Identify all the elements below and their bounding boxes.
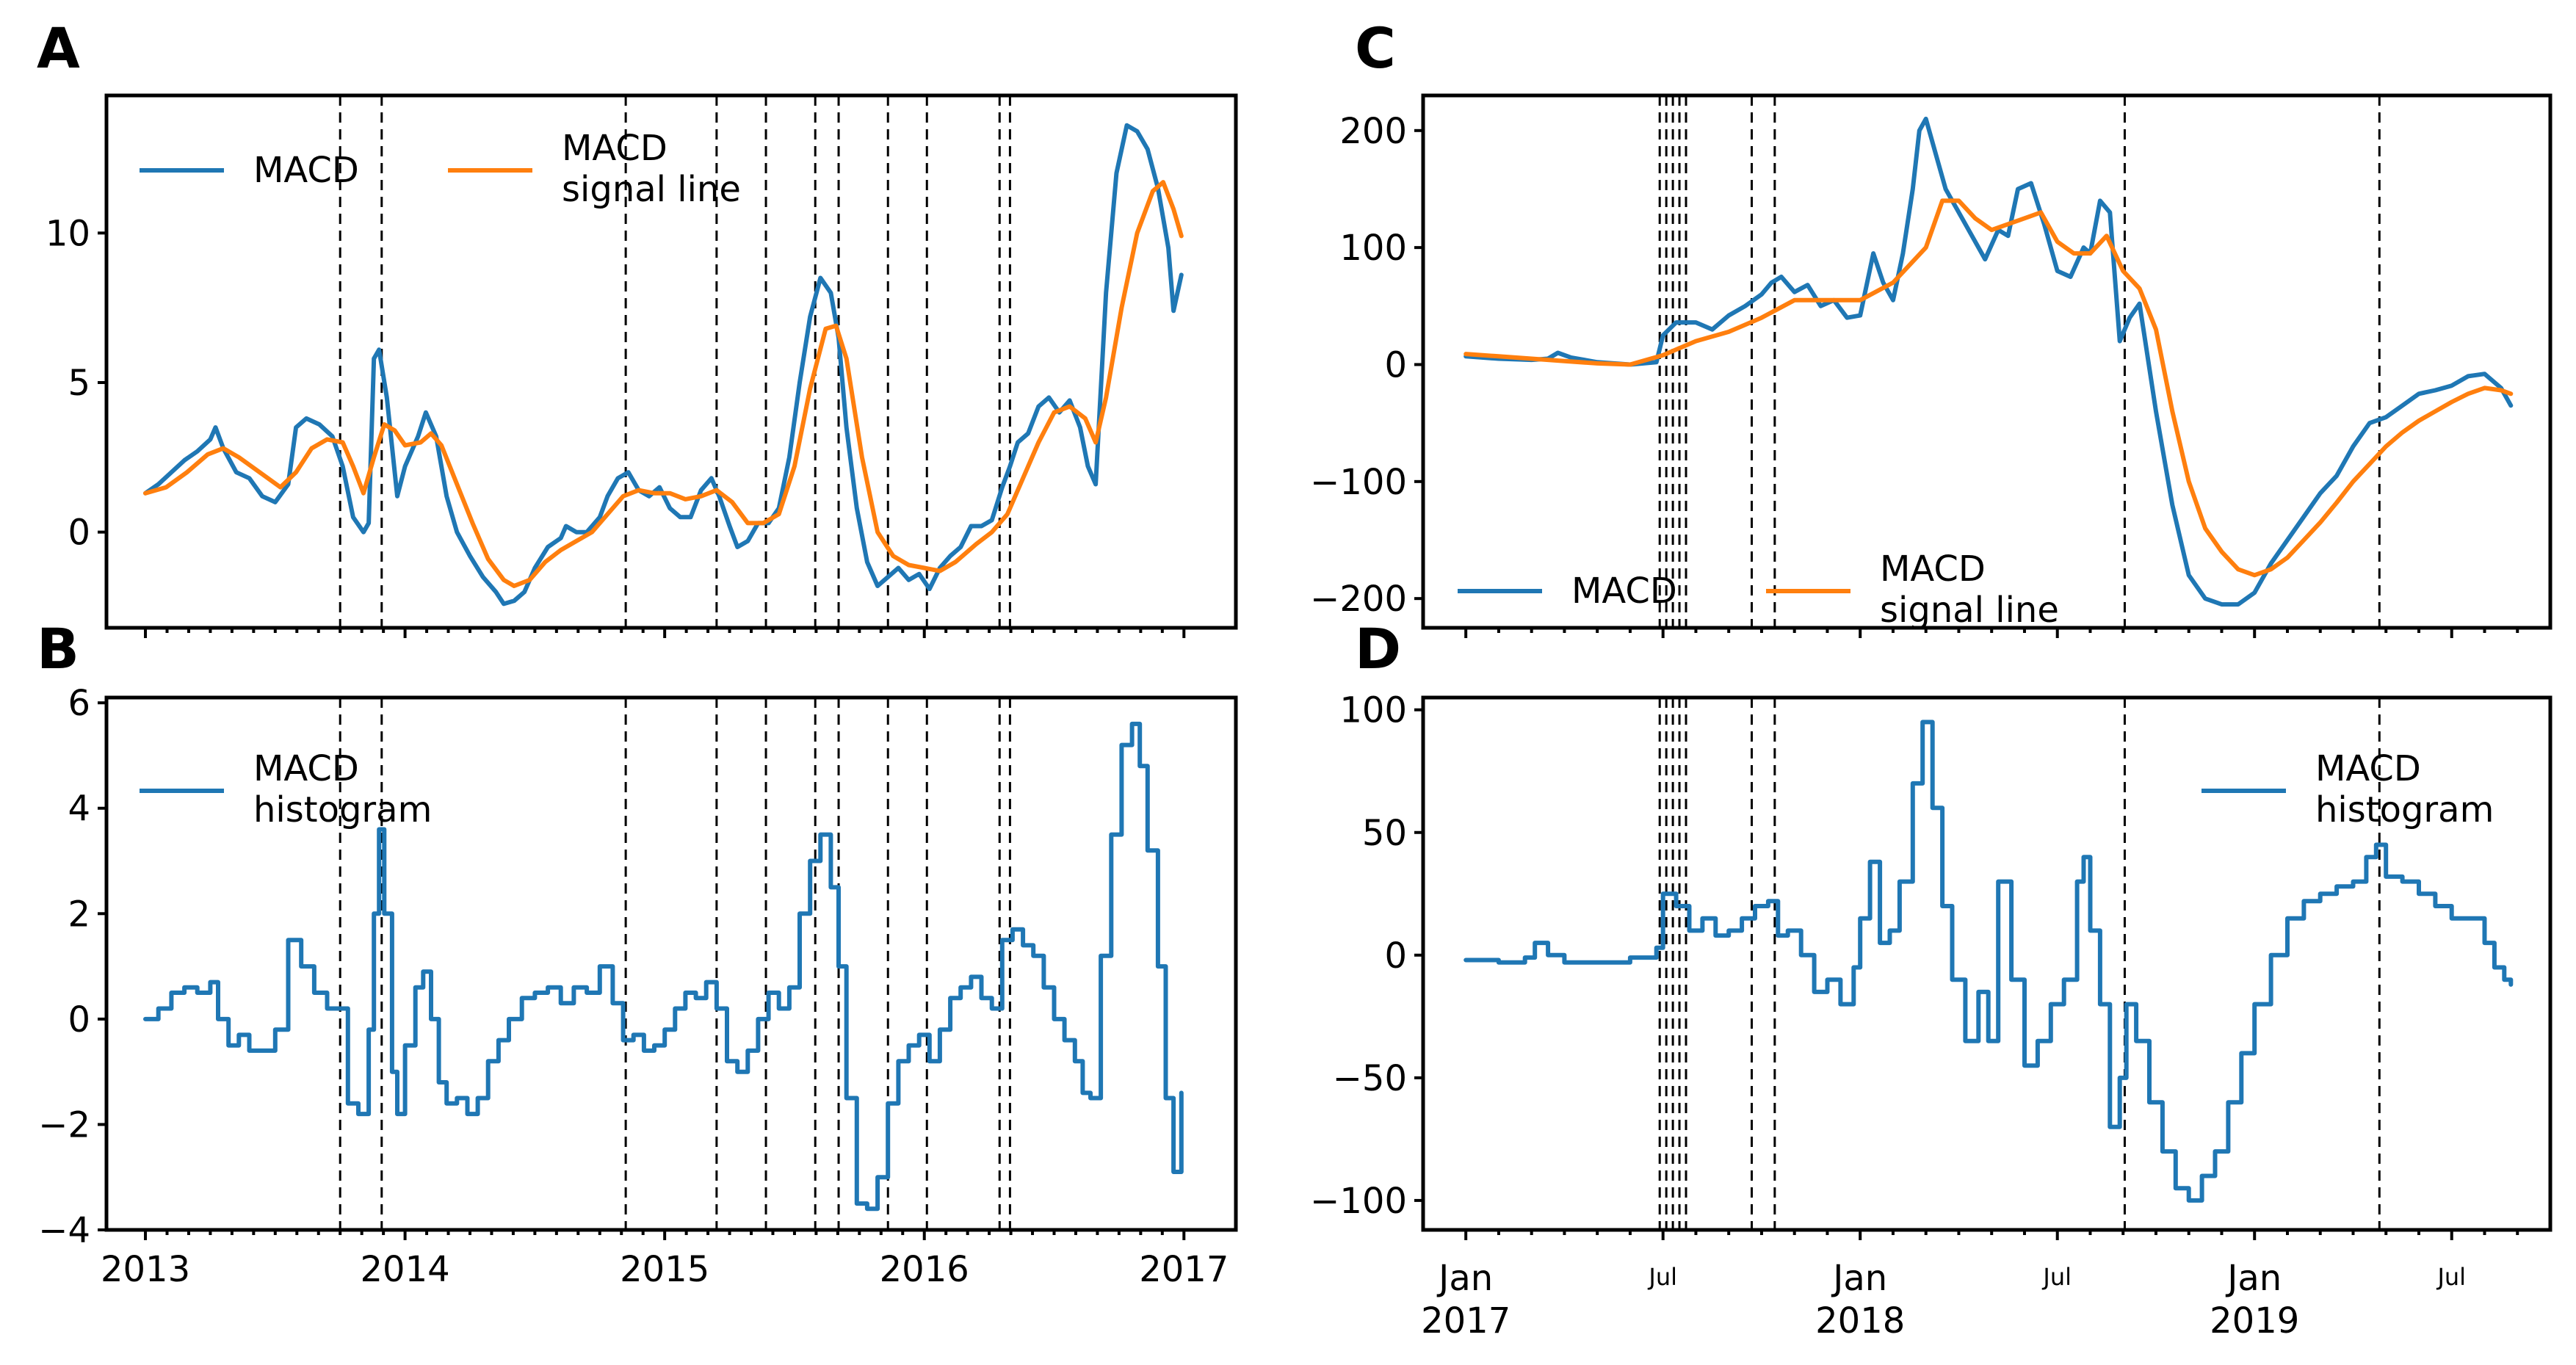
series-macd-a — [143, 123, 1184, 607]
ytick-label-b-3: 2 — [68, 894, 90, 935]
xtick-label-d-5-0: Jul — [2436, 1263, 2466, 1291]
ytick-label-a-0: 0 — [68, 513, 90, 554]
axis-frame-d — [1421, 695, 2553, 1232]
ytick-label-b-5: 6 — [68, 683, 90, 724]
series-macd-signal-line-a — [143, 180, 1184, 588]
xtick-label-d-2-1: 2018 — [1815, 1300, 1905, 1342]
ytick-label-d-3: 50 — [1362, 813, 1407, 854]
xtick-label-d-4-0: Jan — [2225, 1258, 2282, 1299]
ytick-label-b-0: −4 — [38, 1210, 90, 1251]
xtick-label-d-1-0: Jul — [1647, 1263, 1677, 1291]
xtick-label-b-0: 2013 — [101, 1249, 190, 1290]
legend-a: MACD MACD signal line — [140, 128, 741, 210]
ytick-label-c-3: 100 — [1339, 228, 1407, 269]
xtick-label-d-4-1: 2019 — [2210, 1300, 2299, 1342]
panel-c: C −200 −100 0 100 200 MACD MACD signal line — [1310, 15, 2553, 638]
series-macd-signal-line-c — [1464, 198, 2514, 578]
xtick-label-b-2: 2015 — [620, 1249, 709, 1290]
legend-label-a-1: MACD signal line — [562, 128, 741, 210]
panel-b: B −4 −2 0 2 4 6 2013 2014 2015 2016 2017 MACD histog… — [37, 616, 1238, 1290]
xtick-label-d-3-0: Jul — [2041, 1263, 2072, 1291]
panel-label-c: C — [1355, 15, 1396, 81]
ytick-label-d-0: −100 — [1310, 1181, 1407, 1222]
axis-frame-c — [1421, 93, 2553, 630]
ytick-label-c-2: 0 — [1384, 344, 1407, 385]
ytick-label-c-0: −200 — [1310, 579, 1407, 620]
ytick-label-d-1: −50 — [1333, 1058, 1407, 1099]
legend-label-c-0: MACD — [1571, 571, 1677, 612]
legend-b: MACD histogram — [140, 748, 432, 830]
xtick-label-b-3: 2016 — [880, 1249, 969, 1290]
xtick-label-d-0-1: 2017 — [1421, 1300, 1510, 1342]
legend-label-d-0: MACD histogram — [2315, 748, 2494, 830]
legend-label-c-1: MACD signal line — [1880, 548, 2059, 631]
xtick-label-b-4: 2017 — [1139, 1249, 1229, 1290]
legend-label-b-0: MACD histogram — [253, 748, 432, 830]
ytick-label-d-2: 0 — [1384, 935, 1407, 977]
legend-d: MACD histogram — [2201, 748, 2494, 830]
xtick-label-d-0-0: Jan — [1436, 1258, 1493, 1299]
xtick-label-d-2-0: Jan — [1831, 1258, 1887, 1299]
ytick-label-c-1: −100 — [1310, 462, 1407, 503]
series-macd-histogram-b — [143, 721, 1184, 1212]
ytick-label-c-4: 200 — [1339, 111, 1407, 152]
panel-label-a: A — [37, 15, 80, 81]
ytick-label-a-2: 10 — [46, 213, 90, 254]
ytick-label-b-1: −2 — [38, 1104, 90, 1145]
ytick-label-a-1: 5 — [68, 363, 90, 404]
axis-frame-a — [104, 93, 1238, 630]
ytick-label-d-4: 100 — [1339, 690, 1407, 731]
axis-frame-b — [104, 695, 1238, 1232]
legend-label-a-0: MACD — [253, 150, 359, 191]
panel-a: A 0 5 10 MACD MACD signal line — [37, 15, 1238, 638]
xtick-label-b-1: 2014 — [361, 1249, 450, 1290]
ytick-label-b-4: 4 — [68, 789, 90, 830]
ytick-label-b-2: 0 — [68, 999, 90, 1040]
panel-label-d: D — [1355, 616, 1401, 681]
panel-label-b: B — [37, 616, 79, 681]
series-macd-c — [1464, 116, 2514, 607]
legend-c: MACD MACD signal line — [1458, 548, 2059, 631]
series-macd-histogram-d — [1464, 720, 2514, 1203]
